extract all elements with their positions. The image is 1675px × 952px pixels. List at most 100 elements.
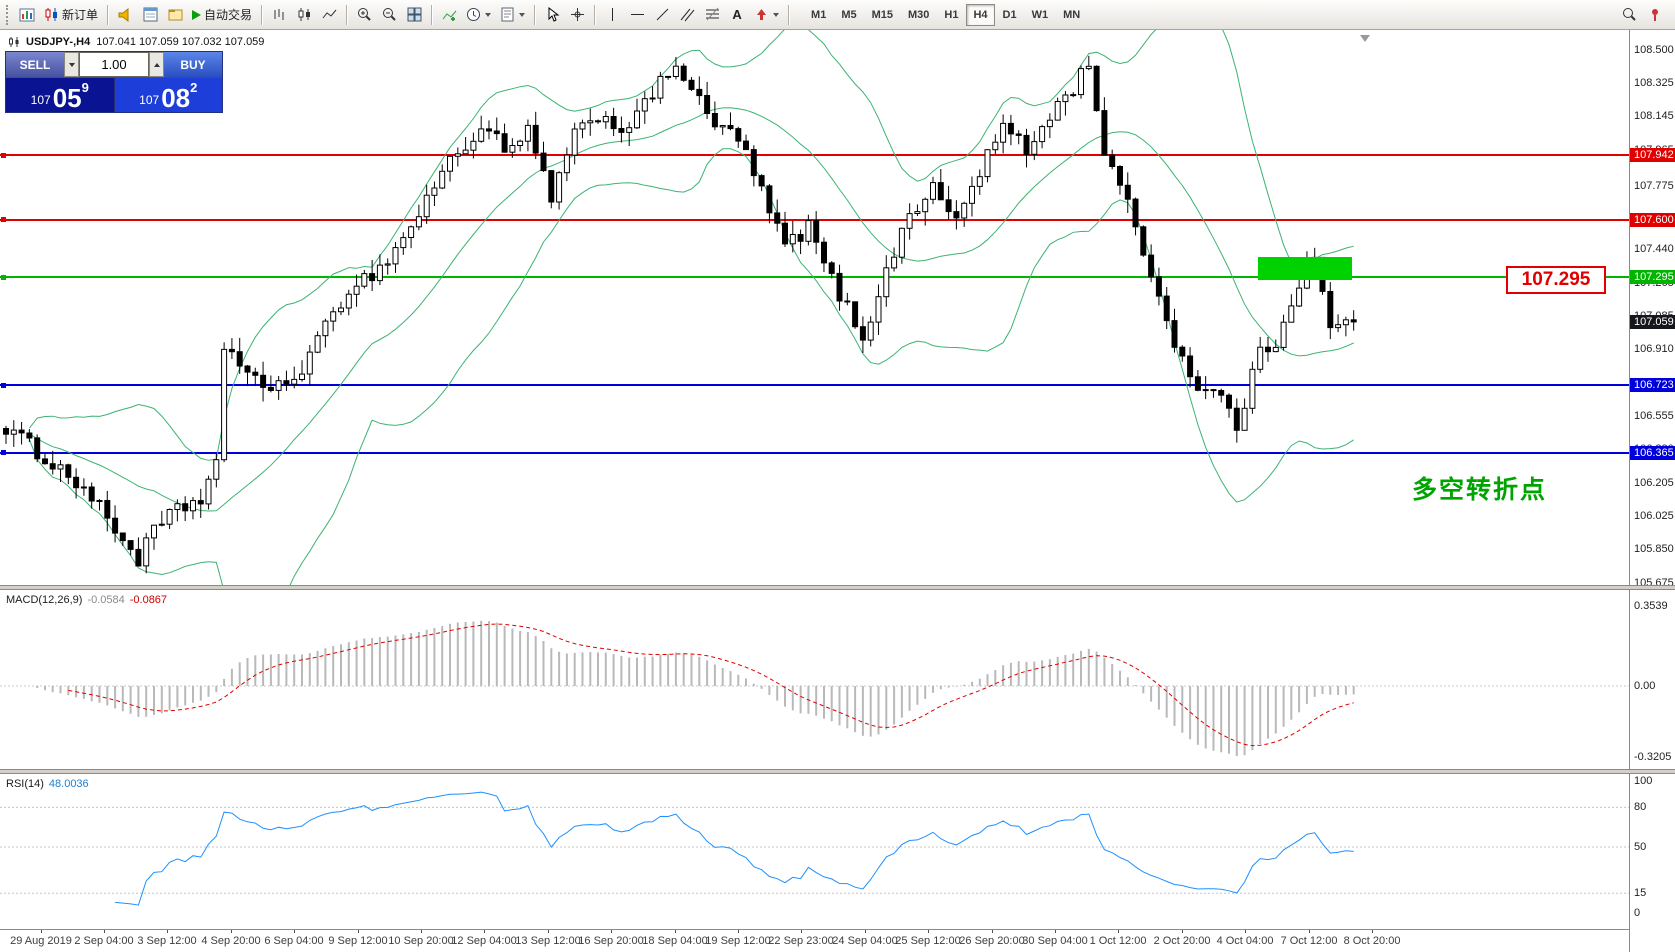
level-line-handle[interactable]: [1, 450, 6, 455]
bid-price[interactable]: 107 05 9: [6, 78, 115, 112]
macd-panel[interactable]: [0, 590, 1629, 769]
rsi-panel[interactable]: [0, 774, 1629, 929]
symbol-title: USDJPY-,H4: [26, 36, 91, 48]
volume-increase-button[interactable]: [149, 52, 164, 77]
time-label: 7 Oct 12:00: [1280, 935, 1338, 947]
crosshair-button[interactable]: [565, 3, 589, 27]
time-label: 4 Sep 20:00: [201, 935, 261, 947]
horizontal-level-line[interactable]: [0, 154, 1629, 156]
price-axis-label: 108.145: [1634, 110, 1674, 122]
indicators-icon: [442, 10, 456, 21]
timeframe-M15[interactable]: M15: [865, 4, 900, 26]
horizontal-level-line[interactable]: [0, 219, 1629, 221]
auto-trading-button[interactable]: 自动交易: [188, 3, 256, 27]
rsi-axis-label: 80: [1634, 801, 1647, 813]
channel-tool-button[interactable]: [675, 3, 699, 27]
timeframe-H1[interactable]: H1: [937, 4, 965, 26]
timeframe-MN[interactable]: MN: [1056, 4, 1087, 26]
price-chart-panel[interactable]: [0, 30, 1629, 585]
volume-decrease-button[interactable]: [64, 52, 79, 77]
timeframe-M5[interactable]: M5: [834, 4, 863, 26]
price-axis[interactable]: 108.500108.325108.145107.965107.775107.6…: [1629, 30, 1675, 952]
time-axis-tick: [421, 930, 422, 933]
dropdown-arrow-icon: [519, 12, 526, 17]
sell-button[interactable]: SELL: [6, 52, 64, 77]
cursor-button[interactable]: [540, 3, 564, 27]
templates-button[interactable]: [496, 3, 529, 27]
search-button[interactable]: [1617, 3, 1641, 27]
timeframe-M1[interactable]: M1: [804, 4, 833, 26]
turning-point-box[interactable]: [1258, 257, 1352, 280]
horizontal-line-tool-button[interactable]: [625, 3, 649, 27]
panel-splitter[interactable]: [0, 769, 1675, 774]
time-label: 30 Sep 04:00: [1022, 935, 1088, 947]
arrows-tool-button[interactable]: [750, 3, 783, 27]
buy-button[interactable]: BUY: [164, 52, 222, 77]
time-label: 25 Sep 12:00: [895, 935, 961, 947]
down-arrow-icon: [68, 62, 75, 67]
annotation-text[interactable]: 多空转折点: [1412, 476, 1548, 504]
navigator-button[interactable]: [163, 3, 187, 27]
rsi-value: 48.0036: [48, 778, 89, 790]
tile-windows-button[interactable]: [402, 3, 426, 27]
horizontal-level-line[interactable]: [0, 384, 1629, 386]
toolbar-grip[interactable]: [6, 4, 10, 25]
price-callout-label[interactable]: 107.295: [1506, 266, 1606, 294]
time-axis-tick: [865, 930, 866, 933]
line-chart-mode-button[interactable]: [317, 3, 341, 27]
data-window-button[interactable]: [138, 3, 162, 27]
timeframe-D1[interactable]: D1: [996, 4, 1024, 26]
ask-price[interactable]: 107 08 2: [114, 78, 222, 112]
time-label: 2 Sep 04:00: [74, 935, 134, 947]
vertical-line-tool-button[interactable]: [600, 3, 624, 27]
macd-signal-value: -0.0867: [129, 594, 168, 606]
price-level-tag: 106.365: [1630, 446, 1675, 460]
zoom-in-button[interactable]: [352, 3, 376, 27]
horizontal-level-line[interactable]: [0, 452, 1629, 454]
toolbar-separator: [346, 4, 348, 25]
candlestick-mode-button[interactable]: [292, 3, 316, 27]
timeframe-W1[interactable]: W1: [1025, 4, 1056, 26]
price-axis-label: 108.500: [1634, 44, 1674, 56]
time-axis-tick: [1245, 930, 1246, 933]
timeframe-M30[interactable]: M30: [901, 4, 936, 26]
fibonacci-tool-button[interactable]: [700, 3, 724, 27]
macd-label: MACD(12,26,9) -0.0584 -0.0867: [6, 594, 167, 606]
new-order-icon: [45, 8, 57, 21]
auto-trading-label: 自动交易: [204, 8, 253, 22]
level-line-handle[interactable]: [1, 275, 6, 280]
chart-shift-marker-icon[interactable]: [1360, 35, 1370, 42]
text-tool-button[interactable]: A: [725, 3, 749, 27]
toolbar-separator: [788, 4, 790, 25]
bar-chart-mode-button[interactable]: [267, 3, 291, 27]
app-chart-icon[interactable]: [15, 3, 39, 27]
level-line-handle[interactable]: [1, 153, 6, 158]
indicators-button[interactable]: [437, 3, 461, 27]
pin-button[interactable]: [1643, 3, 1667, 27]
time-label: 4 Oct 04:00: [1216, 935, 1274, 947]
timeframe-H4[interactable]: H4: [966, 3, 995, 26]
dropdown-arrow-icon: [773, 12, 780, 17]
time-label: 9 Sep 12:00: [328, 935, 388, 947]
symbol-chart-icon: [9, 37, 19, 47]
horizontal-level-line[interactable]: [0, 276, 1629, 278]
price-axis-label: 105.850: [1634, 543, 1674, 555]
play-icon: [192, 9, 202, 20]
time-label: 13 Sep 12:00: [515, 935, 581, 947]
periods-button[interactable]: [462, 3, 495, 27]
panel-splitter[interactable]: [0, 585, 1675, 590]
zoom-in-icon: [357, 8, 371, 21]
trendline-tool-button[interactable]: [650, 3, 674, 27]
order-controls-row: SELL BUY: [6, 52, 222, 78]
sound-button[interactable]: [113, 3, 137, 27]
time-axis[interactable]: 29 Aug 2019 2 Sep 04:00 3 Sep 12:00 4 Sep 2…: [0, 929, 1629, 952]
level-line-handle[interactable]: [1, 383, 6, 388]
volume-input[interactable]: [79, 52, 149, 77]
time-axis-tick: [611, 930, 612, 933]
zoom-out-button[interactable]: [377, 3, 401, 27]
bid-pip-digit: 9: [81, 80, 89, 95]
time-label: 22 Sep 23:00: [768, 935, 834, 947]
new-order-button[interactable]: 新订单: [40, 3, 102, 27]
time-label: 18 Sep 04:00: [642, 935, 708, 947]
level-line-handle[interactable]: [1, 217, 6, 222]
